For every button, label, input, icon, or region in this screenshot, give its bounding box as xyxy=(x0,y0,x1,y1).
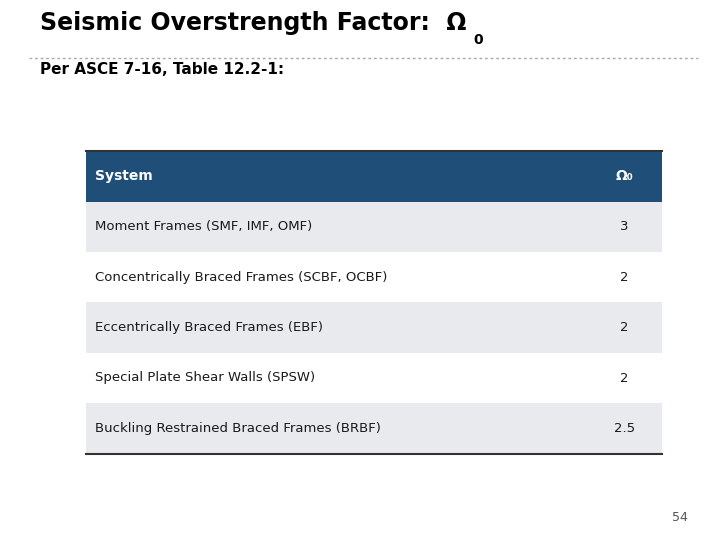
Text: Per ASCE 7-16, Table 12.2-1:: Per ASCE 7-16, Table 12.2-1: xyxy=(40,62,284,77)
Bar xyxy=(86,252,662,302)
Text: 0: 0 xyxy=(473,33,482,47)
Text: Ω₀: Ω₀ xyxy=(616,170,634,184)
Text: 2: 2 xyxy=(621,271,629,284)
Bar xyxy=(86,151,662,201)
Text: Special Plate Shear Walls (SPSW): Special Plate Shear Walls (SPSW) xyxy=(95,372,315,384)
Text: System: System xyxy=(95,170,153,184)
Text: 54: 54 xyxy=(672,511,688,524)
Bar xyxy=(86,302,662,353)
Bar xyxy=(86,201,662,252)
Text: Eccentrically Braced Frames (EBF): Eccentrically Braced Frames (EBF) xyxy=(95,321,323,334)
Text: Moment Frames (SMF, IMF, OMF): Moment Frames (SMF, IMF, OMF) xyxy=(95,220,312,233)
Text: 2.5: 2.5 xyxy=(614,422,635,435)
Bar xyxy=(86,353,662,403)
Text: Buckling Restrained Braced Frames (BRBF): Buckling Restrained Braced Frames (BRBF) xyxy=(95,422,381,435)
Text: 3: 3 xyxy=(621,220,629,233)
Text: 2: 2 xyxy=(621,372,629,384)
Text: 2: 2 xyxy=(621,321,629,334)
Bar xyxy=(86,403,662,454)
Text: Seismic Overstrength Factor:  Ω: Seismic Overstrength Factor: Ω xyxy=(40,11,466,35)
Text: Concentrically Braced Frames (SCBF, OCBF): Concentrically Braced Frames (SCBF, OCBF… xyxy=(95,271,387,284)
